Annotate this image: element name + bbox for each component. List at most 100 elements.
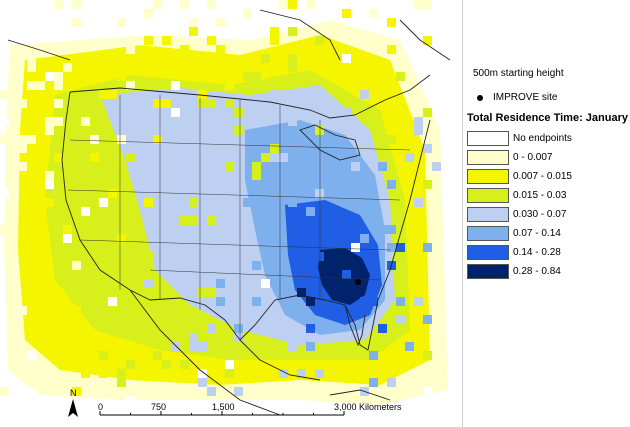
- legend-item: 0.007 - 0.015: [467, 168, 627, 185]
- grid-cell: [126, 153, 135, 162]
- grid-cell: [189, 261, 198, 270]
- legend-swatch: [467, 188, 509, 203]
- legend-item: 0.28 - 0.84: [467, 263, 627, 280]
- grid-cell: [270, 153, 279, 162]
- legend-swatch: [467, 150, 509, 165]
- legend-swatch: [467, 131, 509, 146]
- grid-cell: [27, 351, 36, 360]
- grid-cell: [306, 207, 315, 216]
- grid-cell: [126, 45, 135, 54]
- grid-cell: [243, 9, 252, 18]
- atlantic-canada: [399, 19, 451, 61]
- grid-cell: [315, 189, 324, 198]
- legend-item: 0.14 - 0.28: [467, 244, 627, 261]
- grid-cell: [207, 261, 216, 270]
- grid-cell: [108, 90, 117, 99]
- grid-cell: [9, 225, 18, 234]
- grid-cell: [72, 306, 81, 315]
- grid-cell: [99, 378, 108, 387]
- grid-cell: [288, 342, 297, 351]
- us-west-coast: [61, 91, 151, 301]
- grid-cell: [414, 117, 423, 126]
- grid-cell: [387, 180, 396, 189]
- mexico-outline: [129, 289, 281, 416]
- grid-cell: [306, 261, 315, 270]
- grid-cell: [387, 135, 396, 144]
- grid-cell: [99, 225, 108, 234]
- grid-cell: [207, 207, 216, 216]
- grid-cell: [108, 189, 117, 198]
- legend-label: 0.07 - 0.14: [513, 228, 561, 239]
- grid-cell: [414, 0, 423, 9]
- grid-cell: [423, 144, 432, 153]
- grid-cell: [126, 243, 135, 252]
- legend-item: 0.07 - 0.14: [467, 225, 627, 242]
- grid-cell: [171, 342, 180, 351]
- grid-cell: [54, 153, 63, 162]
- grid-cell: [351, 288, 360, 297]
- grid-cell: [423, 351, 432, 360]
- legend-label: 0.14 - 0.28: [513, 247, 561, 258]
- grid-cell: [288, 198, 297, 207]
- north-arrow-label: N: [70, 388, 77, 398]
- grid-cell: [126, 81, 135, 90]
- grid-cell: [369, 378, 378, 387]
- grid-cell: [270, 90, 279, 99]
- grid-cell: [279, 0, 288, 9]
- grid-cell: [180, 0, 189, 9]
- grid-cell: [0, 117, 9, 126]
- grid-cell: [387, 18, 396, 27]
- grid-cell: [423, 63, 432, 72]
- grid-cell: [189, 333, 198, 342]
- grid-cell: [18, 99, 27, 108]
- grid-cell: [405, 342, 414, 351]
- grid-cell: [189, 342, 198, 351]
- grid-cell: [90, 153, 99, 162]
- grid-cell: [81, 378, 90, 387]
- grid-cell: [279, 153, 288, 162]
- grid-cell: [396, 315, 405, 324]
- grid-cell: [216, 297, 225, 306]
- grid-cell: [198, 216, 207, 225]
- grid-cell: [306, 0, 315, 9]
- grid-cell: [333, 288, 342, 297]
- grid-cell: [270, 144, 279, 153]
- improve-site-icon: [477, 94, 483, 101]
- grid-cell: [18, 135, 27, 144]
- north-arrow-icon: [68, 399, 78, 417]
- grid-cell: [207, 0, 216, 9]
- grid-cell: [144, 252, 153, 261]
- grid-cell: [189, 27, 198, 36]
- grid-cell: [207, 99, 216, 108]
- grid-cell: [90, 135, 99, 144]
- grid-cell: [396, 243, 405, 252]
- grid-cell: [207, 162, 216, 171]
- grid-cell: [216, 162, 225, 171]
- grid-cell: [27, 63, 36, 72]
- grid-cell: [153, 351, 162, 360]
- grid-cell: [225, 99, 234, 108]
- legend-label: 0.015 - 0.03: [513, 190, 567, 201]
- grid-cell: [288, 0, 297, 9]
- grid-cell: [414, 297, 423, 306]
- grid-cell: [126, 396, 135, 405]
- grid-cell: [423, 36, 432, 45]
- grid-cell: [108, 297, 117, 306]
- grid-cell: [216, 45, 225, 54]
- grid-cell: [288, 117, 297, 126]
- grid-cell: [369, 9, 378, 18]
- starting-height-label: 500m starting height: [473, 68, 564, 79]
- grid-cell: [243, 117, 252, 126]
- grid-cell: [45, 126, 54, 135]
- grid-cell: [18, 306, 27, 315]
- grid-cell: [45, 117, 54, 126]
- legend-label: No endpoints: [513, 133, 572, 144]
- grid-cell: [315, 36, 324, 45]
- grid-cell: [234, 126, 243, 135]
- grid-cell: [126, 360, 135, 369]
- grid-cell: [117, 378, 126, 387]
- grid-cell: [207, 36, 216, 45]
- grid-cell: [315, 252, 324, 261]
- grid-cell: [144, 36, 153, 45]
- grid-cell: [414, 126, 423, 135]
